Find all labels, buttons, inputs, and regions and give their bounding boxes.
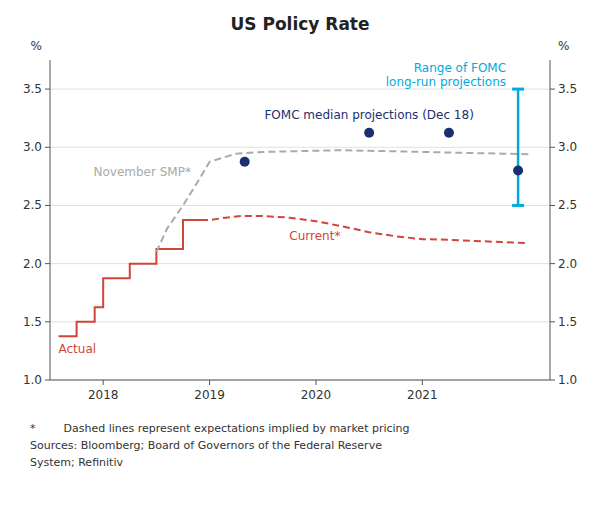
title: US Policy Rate — [230, 14, 369, 34]
y-tick — [45, 89, 50, 90]
y-tick-label: 2.0 — [23, 257, 42, 271]
y-tick-label: 2.5 — [23, 198, 42, 212]
y-tick-label: 1.5 — [23, 315, 42, 329]
y2-tick-label: 1.5 — [558, 315, 577, 329]
y2-axis-line — [550, 60, 551, 380]
series-label-line: long-run projections — [386, 75, 506, 89]
footnote: * Dashed lines represent expectations im… — [30, 422, 410, 435]
range-cap-low — [512, 204, 524, 207]
y2-tick — [550, 263, 555, 264]
y-tick-label: 1.0 — [23, 373, 42, 387]
x-tick-label: 2018 — [88, 388, 119, 402]
y2-tick-label: 3.0 — [558, 140, 577, 154]
series-label: November SMP* — [93, 165, 190, 179]
y-tick-label: 3.5 — [23, 82, 42, 96]
point — [240, 157, 250, 167]
grid — [50, 89, 550, 380]
grid-line — [50, 263, 550, 264]
chart: US Policy Rate 1.0 1.5 2.0 2.5 3.0 3.5 1.0 1.5 2.… — [0, 0, 600, 529]
x-tick-label: 2020 — [301, 388, 332, 402]
y2-tick — [550, 147, 555, 148]
series-labels: Actual Current* November SMP* FOMC median p… — [59, 61, 507, 356]
y2-tick — [550, 89, 555, 90]
x-tick — [209, 380, 210, 385]
grid-line — [50, 380, 550, 381]
series-line — [156, 150, 528, 252]
axes: 1.0 1.5 2.0 2.5 3.0 3.5 1.0 1.5 2.0 2.5 3.0 3.5 2018… — [23, 39, 577, 402]
series-label: FOMC median projections (Dec 18) — [264, 108, 473, 122]
y-tick — [45, 380, 50, 381]
marks — [59, 89, 529, 336]
x-tick — [315, 380, 316, 385]
y-tick — [45, 263, 50, 264]
y2-tick-label: 2.0 — [558, 257, 577, 271]
grid-line — [50, 321, 550, 322]
series-line — [201, 216, 529, 243]
y-axis-line — [50, 60, 51, 380]
x-tick — [103, 380, 104, 385]
y2-tick-label: 2.5 — [558, 198, 577, 212]
series-line — [59, 220, 202, 336]
y2-tick-label: 1.0 — [558, 373, 577, 387]
footnotes: * Dashed lines represent expectations im… — [30, 422, 410, 469]
grid-line — [50, 205, 550, 206]
y2-tick — [550, 205, 555, 206]
series-label: Current* — [289, 229, 340, 243]
series-label: Actual — [59, 342, 97, 356]
x-tick — [422, 380, 423, 385]
series-label-line: Range of FOMC — [414, 61, 506, 75]
series-label: Range of FOMClong-run projections — [386, 61, 506, 89]
y-axis-label: % — [31, 39, 42, 53]
footnote: System; Refinitiv — [30, 456, 123, 469]
y-tick — [45, 321, 50, 322]
x-axis-line — [50, 380, 550, 381]
range-median — [513, 166, 523, 176]
y2-axis-label: % — [558, 39, 569, 53]
y-tick — [45, 205, 50, 206]
y2-tick-label: 3.5 — [558, 82, 577, 96]
y2-tick — [550, 321, 555, 322]
x-tick-label: 2021 — [407, 388, 438, 402]
point — [444, 128, 454, 138]
x-tick-label: 2019 — [194, 388, 225, 402]
y-tick-label: 3.0 — [23, 140, 42, 154]
grid-line — [50, 147, 550, 148]
point — [364, 128, 374, 138]
footnote: Sources: Bloomberg; Board of Governors o… — [30, 439, 382, 452]
y2-tick — [550, 380, 555, 381]
range-line — [517, 89, 520, 205]
y-tick — [45, 147, 50, 148]
range-cap-high — [512, 88, 524, 91]
